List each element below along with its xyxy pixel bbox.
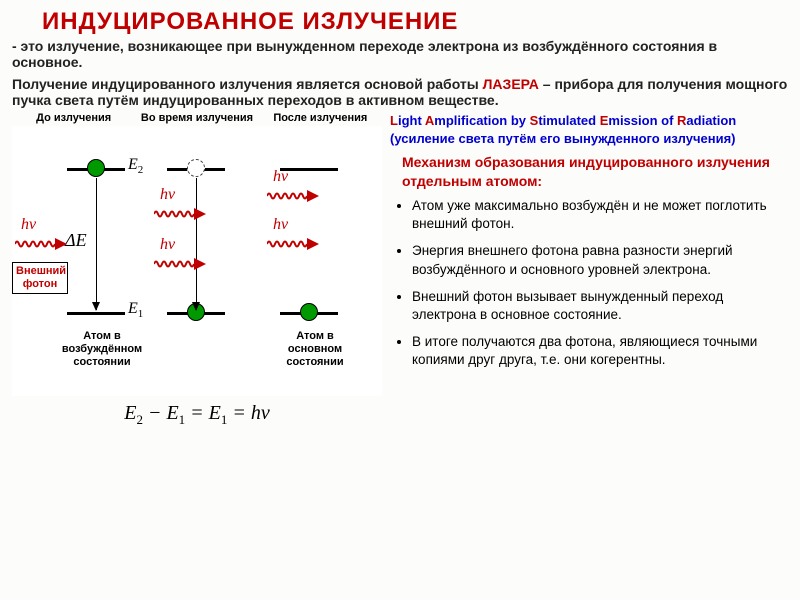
- phase-labels: До излучения Во время излучения После из…: [12, 112, 382, 124]
- label-hv-dur1: hν: [160, 186, 175, 204]
- page-title: ИНДУЦИРОВАННОЕ ИЗЛУЧЕНИЕ: [42, 8, 788, 36]
- acr-A: A: [425, 113, 434, 128]
- caption-ground: Атом в основном состоянии: [270, 330, 360, 370]
- bullet-3: В итоге получаются два фотона, являющиес…: [412, 333, 788, 369]
- arrow-before: [96, 178, 97, 310]
- electron-excited: [87, 159, 105, 177]
- acr-S: S: [530, 113, 539, 128]
- label-E1: E1: [128, 300, 143, 320]
- phase-during: Во время излучения: [135, 112, 258, 124]
- arrow-during: [196, 178, 197, 310]
- label-hv-out1: hν: [273, 168, 288, 186]
- photon-wave-icon: [154, 204, 208, 224]
- equation: E2 − E1 = E1 = hν: [12, 402, 382, 428]
- label-E2: E2: [128, 156, 143, 176]
- acr-ight: ight: [398, 113, 425, 128]
- bullet-list: Атом уже максимально возбуждён и не може…: [390, 197, 788, 370]
- energy-diagram: E2E1ΔEhνhνhνhνhνВнешний фотонАтом в возб…: [12, 126, 382, 396]
- level-E2-2: [280, 168, 338, 171]
- laser-paragraph: Получение индуцированного излучения явля…: [12, 76, 788, 108]
- photon-wave-icon: [15, 234, 69, 254]
- bullet-0: Атом уже максимально возбуждён и не може…: [412, 197, 788, 233]
- definition-text: - это излучение, возникающее при вынужде…: [12, 38, 788, 70]
- label-hv-out2: hν: [273, 216, 288, 234]
- bullet-2: Внешний фотон вызывает вынужденный перех…: [412, 288, 788, 324]
- laser-pre: Получение индуцированного излучения явля…: [12, 76, 483, 92]
- photon-wave-icon: [267, 234, 321, 254]
- acr-L: L: [390, 113, 398, 128]
- electron-ground-after: [300, 303, 318, 321]
- electron-hollow: [187, 159, 205, 177]
- acr-mpl: mplification by: [434, 113, 529, 128]
- level-E1-0: [67, 312, 125, 315]
- acr-tim: timulated: [538, 113, 599, 128]
- phase-before: До излучения: [12, 112, 135, 124]
- label-external-photon: Внешний фотон: [12, 262, 68, 294]
- caption-excited: Атом в возбуждённом состоянии: [57, 330, 147, 370]
- label-hv-in: hν: [21, 216, 36, 234]
- laser-acronym: Light Amplification by Stimulated Emissi…: [390, 112, 788, 147]
- mechanism-title: Механизм образования индуцированного изл…: [402, 153, 788, 191]
- acr-R: R: [677, 113, 686, 128]
- photon-wave-icon: [267, 186, 321, 206]
- phase-after: После излучения: [259, 112, 382, 124]
- bullet-1: Энергия внешнего фотона равна разности э…: [412, 242, 788, 278]
- label-hv-dur2: hν: [160, 236, 175, 254]
- acr-mis: mission of: [608, 113, 677, 128]
- photon-wave-icon: [154, 254, 208, 274]
- laser-word: ЛАЗЕРА: [483, 76, 539, 92]
